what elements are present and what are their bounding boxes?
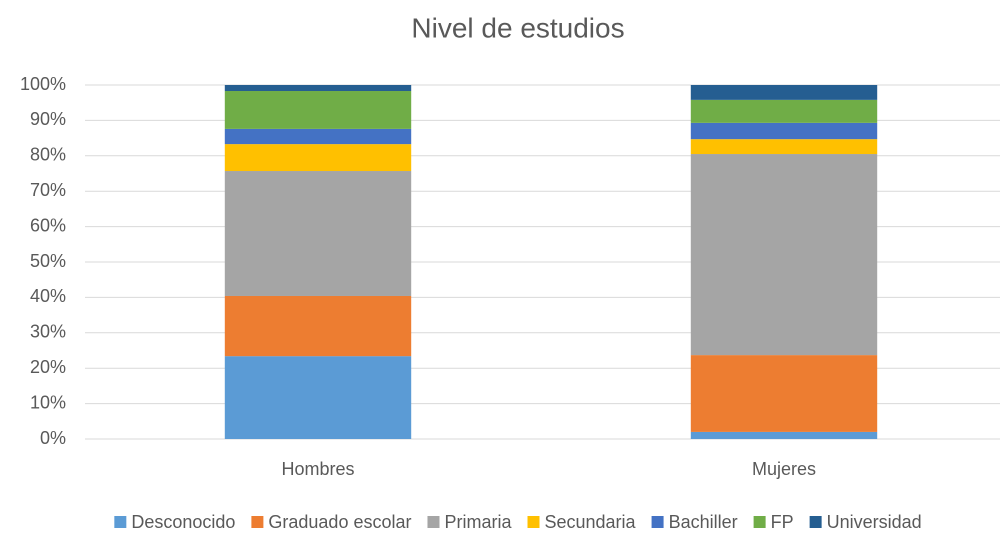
legend-label: FP [771, 512, 794, 532]
y-tick-label: 100% [20, 74, 66, 94]
bar-segment [224, 85, 412, 92]
legend-label: Graduado escolar [268, 512, 411, 532]
legend-label: Bachiller [669, 512, 738, 532]
bar-segment [690, 154, 878, 356]
bar-segment [690, 122, 878, 140]
legend-label: Primaria [444, 512, 512, 532]
legend-label: Desconocido [131, 512, 235, 532]
legend-swatch [651, 516, 664, 528]
y-tick-label: 40% [30, 286, 66, 306]
y-tick-label: 90% [30, 109, 66, 129]
y-tick-label: 80% [30, 145, 66, 165]
bar-segment [690, 99, 878, 123]
legend-swatch [809, 516, 822, 528]
bar-segment [690, 355, 878, 432]
chart-title: Nivel de estudios [411, 12, 624, 43]
y-tick-label: 30% [30, 322, 66, 342]
y-tick-label: 70% [30, 180, 66, 200]
legend-swatch [753, 516, 766, 528]
y-tick-label: 60% [30, 215, 66, 235]
y-tick-label: 10% [30, 392, 66, 412]
legend-swatch [527, 516, 540, 528]
legend-swatch [427, 516, 440, 528]
bar-segment [690, 139, 878, 155]
bar-segment [224, 128, 412, 145]
legend: Desconocido Graduado escolar Primaria Secun… [114, 512, 922, 532]
legend-swatch [114, 516, 127, 528]
y-tick-label: 50% [30, 251, 66, 271]
bar-segment [690, 85, 878, 100]
bar-segment [690, 431, 878, 439]
x-tick-label: Mujeres [752, 459, 816, 479]
legend-label: Secundaria [545, 512, 637, 532]
legend-label: Universidad [827, 512, 922, 532]
y-tick-label: 0% [40, 428, 66, 448]
bar-segment [224, 295, 412, 357]
legend-swatch [251, 516, 264, 528]
bar-segment [224, 171, 412, 296]
bar-segment [224, 91, 412, 129]
y-tick-label: 20% [30, 357, 66, 377]
x-tick-label: Hombres [281, 459, 354, 479]
bar-segment [224, 144, 412, 172]
bar-segment [224, 356, 412, 439]
